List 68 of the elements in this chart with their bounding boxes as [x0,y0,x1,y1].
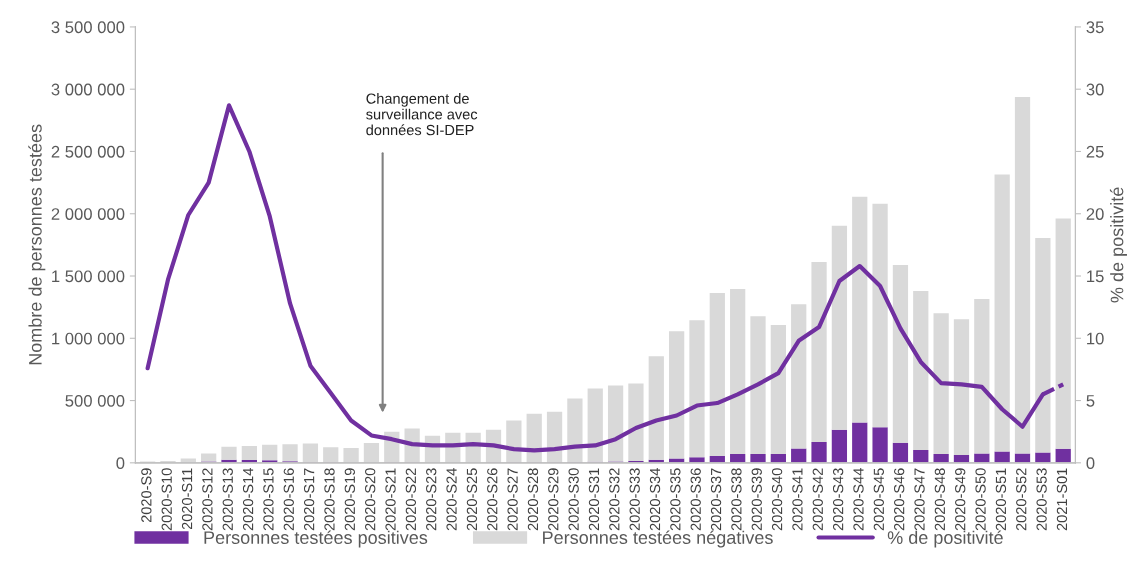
x-tick-label: 2020-S11 [181,468,193,530]
x-tick-label: 2020-S51 [995,468,1007,531]
x-tick-label: 2020-S17 [303,468,315,531]
x-tick-label: 2020-S41 [792,468,803,531]
y2-tick-label: 30 [1086,83,1104,96]
x-tick-label: 2020-S22 [405,468,417,531]
x-tick-label: 2020-S31 [588,468,600,531]
y2-tick-label: 20 [1086,208,1104,220]
y2-tick-label: 10 [1087,332,1104,345]
x-tick-label: 2020-S35 [670,468,681,531]
x-tick-label: 2020-S27 [507,468,518,531]
x-tick-label: 2020-S29 [548,468,559,531]
x-tick-label: 2020-S20 [365,468,376,531]
y-axis-title: Nombre de personnes testées [28,124,46,365]
y-tick-label: 0 [116,457,125,470]
x-tick-label: 2020-S49 [955,468,966,531]
x-tick-label: 2020-S10 [161,468,172,531]
y2-tick-label: 15 [1087,270,1104,283]
x-tick-label: 2020-S52 [1016,468,1027,531]
x-tick-label: 2020-S44 [853,468,864,531]
x-tick-label: 2020-S23 [426,468,437,531]
x-tick-label: 2020-S37 [710,468,722,531]
annotation: Changement de surveillance avec données SI-DEP [366,93,478,136]
y-tick-label: 2 500 000 [51,145,125,158]
legend-label: % de positivité [887,530,1003,548]
x-tick-label: 2020-S50 [975,468,986,531]
x-tick-label: 2020-S14 [242,468,254,531]
x-tick-label: 2020-S45 [873,468,884,531]
x-tick-label: 2020-S43 [832,468,844,531]
x-tick-label: 2020-S15 [263,468,274,531]
x-tick-label: 2020-S48 [934,468,946,531]
x-tick-label: 2020-S36 [690,468,701,531]
y-tick-label: 500 000 [65,394,125,407]
x-tick-label: 2020-S21 [385,468,396,531]
x-tick-label: 2020-S42 [812,468,823,531]
x-tick-label: 2020-S25 [466,468,478,531]
x-tick-label: 2020-S46 [894,468,905,531]
y2-tick-label: 35 [1086,21,1104,34]
x-tick-label: 2021-S01 [1056,468,1068,531]
x-tick-label: 2020-S9 [141,468,152,523]
y2-axis-title: % de positivité [1109,187,1127,303]
x-tick-label: 2020-S28 [527,468,539,531]
x-tick-label: 2020-S16 [283,468,294,531]
x-tick-label: 2020-S32 [609,468,620,531]
y-tick-label: 3 000 000 [51,83,125,96]
y-tick-label: 1 000 000 [52,332,125,345]
x-tick-label: 2020-S47 [914,468,925,531]
x-tick-label: 2020-S53 [1036,468,1047,531]
x-tick-label: 2020-S38 [731,468,742,531]
y-tick-label: 1 500 000 [52,270,125,283]
x-tick-label: 2020-S13 [222,468,233,531]
legend-label: Personnes testées négatives [543,530,773,548]
y2-tick-label: 5 [1086,395,1095,407]
x-tick-label: 2020-S34 [649,468,661,531]
x-tick-label: 2020-S39 [751,468,762,531]
y-tick-label: 3 500 000 [51,21,125,34]
y-tick-label: 2 000 000 [51,208,125,220]
legend-label: Personnes testées positives [204,530,428,548]
x-tick-label: 2020-S19 [344,468,355,531]
x-tick-label: 2020-S40 [771,468,783,531]
x-tick-label: 2020-S12 [202,468,213,531]
y2-tick-label: 25 [1086,145,1104,158]
x-tick-label: 2020-S26 [487,468,498,531]
x-tick-label: 2020-S18 [324,468,335,531]
y2-tick-label: 0 [1086,457,1095,470]
x-tick-label: 2020-S33 [629,468,640,531]
x-tick-label: 2020-S30 [568,468,579,531]
x-tick-label: 2020-S24 [446,468,457,531]
